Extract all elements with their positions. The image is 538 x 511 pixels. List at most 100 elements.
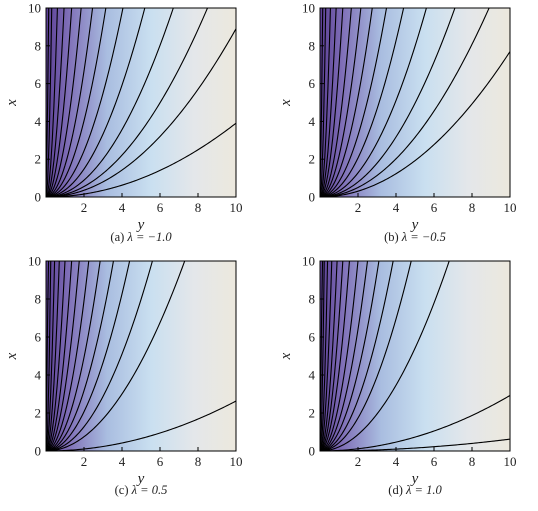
axes-frame — [45, 260, 237, 452]
contour-line — [320, 261, 324, 451]
y-tick-label: 0 — [35, 190, 42, 205]
contour-line — [46, 28, 236, 197]
y-axis-label: x — [4, 99, 20, 107]
contour-line — [46, 261, 186, 451]
contour-line — [46, 400, 236, 451]
contour-line — [320, 261, 380, 451]
contour-line — [46, 8, 53, 197]
x-axis-label: y — [410, 217, 419, 233]
axes-frame — [319, 260, 511, 452]
contour-line — [46, 261, 60, 451]
contour-line — [320, 261, 359, 451]
panel-caption: (a) λ = −1.0 — [110, 230, 172, 244]
x-axis-label: y — [136, 471, 145, 487]
x-tick-label: 6 — [157, 200, 164, 215]
y-tick-label: 6 — [35, 330, 42, 345]
contour-line — [46, 8, 50, 197]
y-tick-label: 8 — [309, 292, 316, 307]
contour-line — [46, 8, 174, 197]
x-tick-label: 10 — [504, 200, 517, 215]
caption-text: λ = −0.5 — [401, 230, 446, 244]
contour-line — [320, 8, 344, 197]
plot-background — [46, 261, 236, 451]
panel-caption: (d) λ = 1.0 — [388, 483, 442, 497]
x-axis-label: y — [136, 217, 145, 233]
y-tick-label: 10 — [28, 254, 41, 269]
contour-line — [320, 261, 412, 451]
contour-line — [46, 261, 101, 451]
caption-label: (b) — [384, 230, 402, 244]
y-axis-label: x — [278, 352, 294, 360]
x-tick-label: 2 — [81, 454, 88, 469]
contour-line — [46, 261, 131, 451]
y-tick-label: 10 — [302, 1, 315, 16]
y-tick-label: 10 — [302, 254, 315, 269]
y-tick-label: 2 — [309, 406, 316, 421]
y-tick-label: 0 — [309, 444, 316, 459]
x-tick-label: 6 — [157, 454, 164, 469]
contour-line — [320, 261, 325, 451]
contour-line — [46, 261, 115, 451]
x-tick-label: 10 — [230, 200, 243, 215]
contour-line — [46, 261, 52, 451]
contour-line — [320, 261, 344, 451]
x-tick-label: 8 — [469, 454, 476, 469]
y-axis-label: x — [4, 352, 20, 360]
x-tick-label: 4 — [119, 454, 126, 469]
panel-3: 2 4 6 8 10 0 2 4 6 8 10 y x (d) λ = 1.0 — [278, 254, 517, 498]
contour-line — [46, 261, 50, 451]
contour-line — [46, 8, 58, 197]
contour-line — [46, 122, 236, 197]
y-tick-label: 4 — [309, 114, 316, 129]
caption-label: (c) — [115, 483, 132, 497]
x-tick-label: 10 — [504, 454, 517, 469]
contour-line — [46, 8, 82, 197]
contour-line — [46, 8, 146, 197]
contour-line — [320, 261, 329, 451]
contour-line — [320, 261, 450, 451]
caption-text: λ = 1.0 — [405, 483, 442, 497]
contour-line — [46, 8, 124, 197]
contour-line — [46, 8, 94, 197]
x-tick-label: 8 — [195, 454, 202, 469]
caption-text: λ = −1.0 — [126, 230, 172, 244]
contour-line — [46, 261, 153, 451]
contour-line — [320, 395, 510, 451]
contour-line — [320, 8, 405, 197]
x-tick-label: 6 — [431, 200, 438, 215]
contour-line — [320, 8, 490, 197]
contour-line — [46, 8, 209, 197]
x-tick-label: 6 — [431, 454, 438, 469]
x-tick-label: 2 — [81, 200, 88, 215]
contour-line — [320, 8, 352, 197]
caption-text: λ = 0.5 — [131, 483, 168, 497]
x-tick-label: 8 — [195, 200, 202, 215]
plot-background — [320, 261, 510, 451]
contour-line — [320, 8, 388, 197]
y-tick-label: 2 — [35, 406, 42, 421]
contour-line — [46, 8, 107, 197]
contour-line — [320, 8, 337, 197]
y-tick-label: 8 — [309, 38, 316, 53]
panel-1: 2 4 6 8 10 0 2 4 6 8 10 y x (b) λ = −0.5 — [278, 1, 517, 245]
panel-caption: (c) λ = 0.5 — [115, 483, 168, 497]
x-tick-label: 4 — [119, 200, 126, 215]
contour-line — [46, 261, 80, 451]
contour-line — [46, 8, 73, 197]
y-tick-label: 10 — [28, 1, 41, 16]
contour-line — [320, 261, 333, 451]
contour-line — [320, 8, 373, 197]
plot-background — [46, 8, 236, 197]
panel-0: 2 4 6 8 10 0 2 4 6 8 10 y x (a) λ = −1.0 — [4, 1, 243, 245]
contour-line — [320, 8, 456, 197]
contour-line — [320, 8, 362, 197]
y-tick-label: 6 — [35, 76, 42, 91]
axes-frame — [319, 7, 511, 198]
y-tick-label: 0 — [309, 190, 316, 205]
y-tick-label: 8 — [35, 38, 42, 53]
caption-label: (a) — [110, 230, 127, 244]
y-tick-label: 6 — [309, 76, 316, 91]
y-tick-label: 4 — [35, 114, 42, 129]
y-axis-label: x — [278, 99, 294, 107]
